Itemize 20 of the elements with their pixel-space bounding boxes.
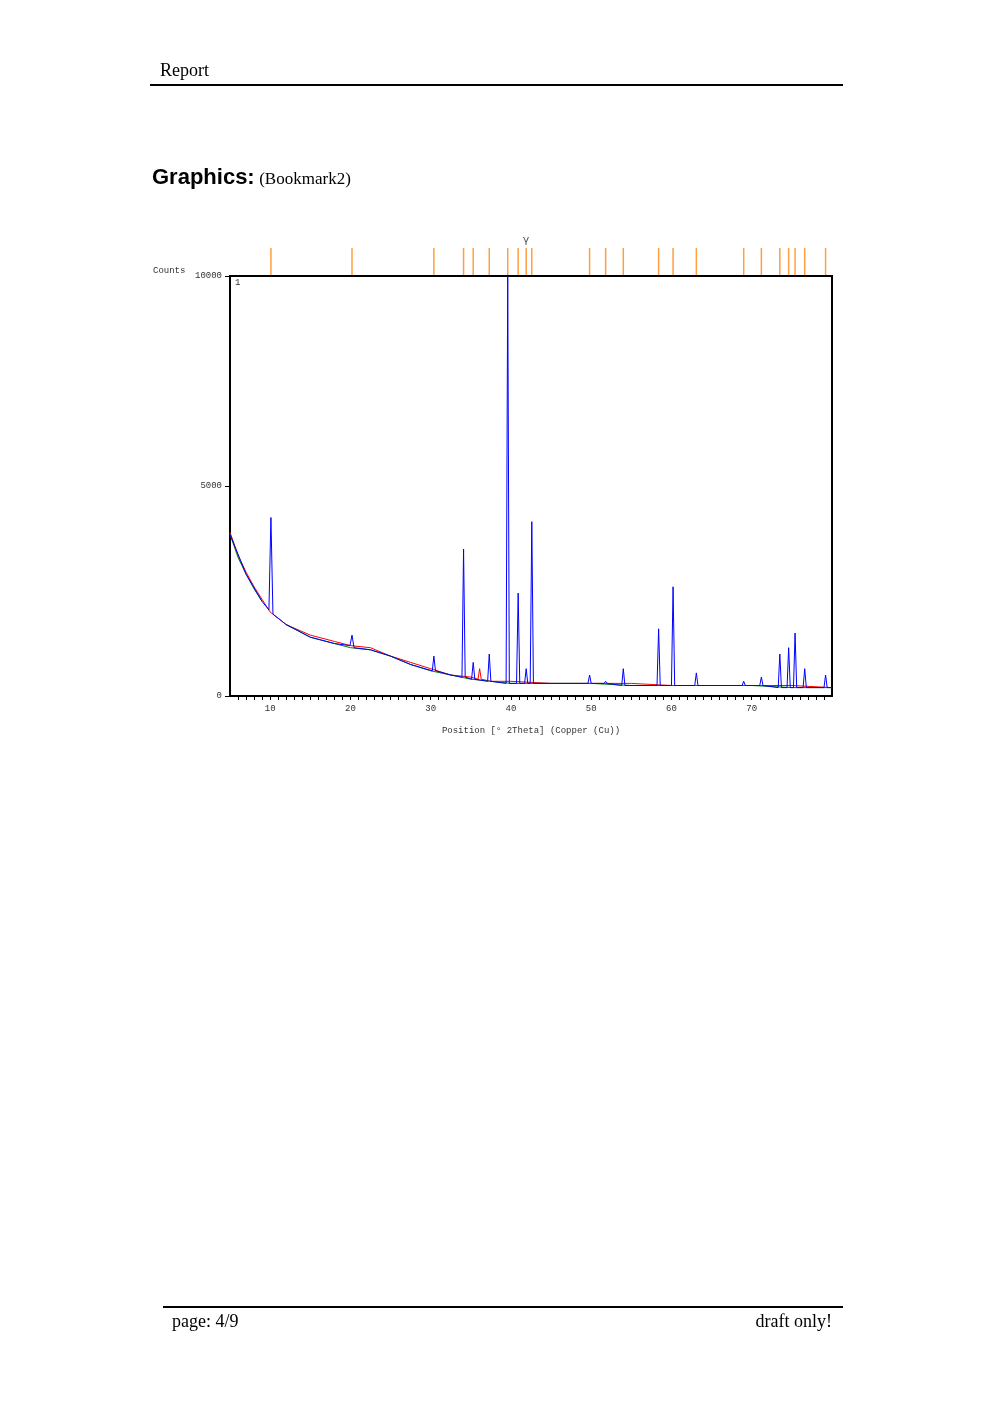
chart-subtitle: (Bookmark2) xyxy=(259,169,351,188)
text: γ xyxy=(522,233,530,246)
text: Report xyxy=(160,60,209,81)
y-tick-label: 5000 xyxy=(200,481,222,491)
x-tick-label: 20 xyxy=(344,703,356,714)
x-tick-label: 70 xyxy=(746,703,758,714)
text: page: 4/9 xyxy=(172,1311,239,1332)
annotation: 1 xyxy=(235,277,241,288)
x-tick-label: 50 xyxy=(585,703,597,714)
x-tick-label: 30 xyxy=(425,703,437,714)
chart-title: Graphics: xyxy=(152,164,255,189)
line-series xyxy=(229,275,833,689)
text: draft only! xyxy=(755,1311,832,1332)
x-tick-label: 40 xyxy=(505,703,517,714)
y-tick-label: 0 xyxy=(216,691,222,701)
x-tick-label: 60 xyxy=(666,703,677,714)
y-tick-label: 10000 xyxy=(194,271,222,281)
y-axis-title: Counts xyxy=(153,265,186,276)
x-axis-title: Position [° 2Theta] (Copper (Cu)) xyxy=(441,725,621,736)
x-tick-label: 10 xyxy=(264,703,276,714)
